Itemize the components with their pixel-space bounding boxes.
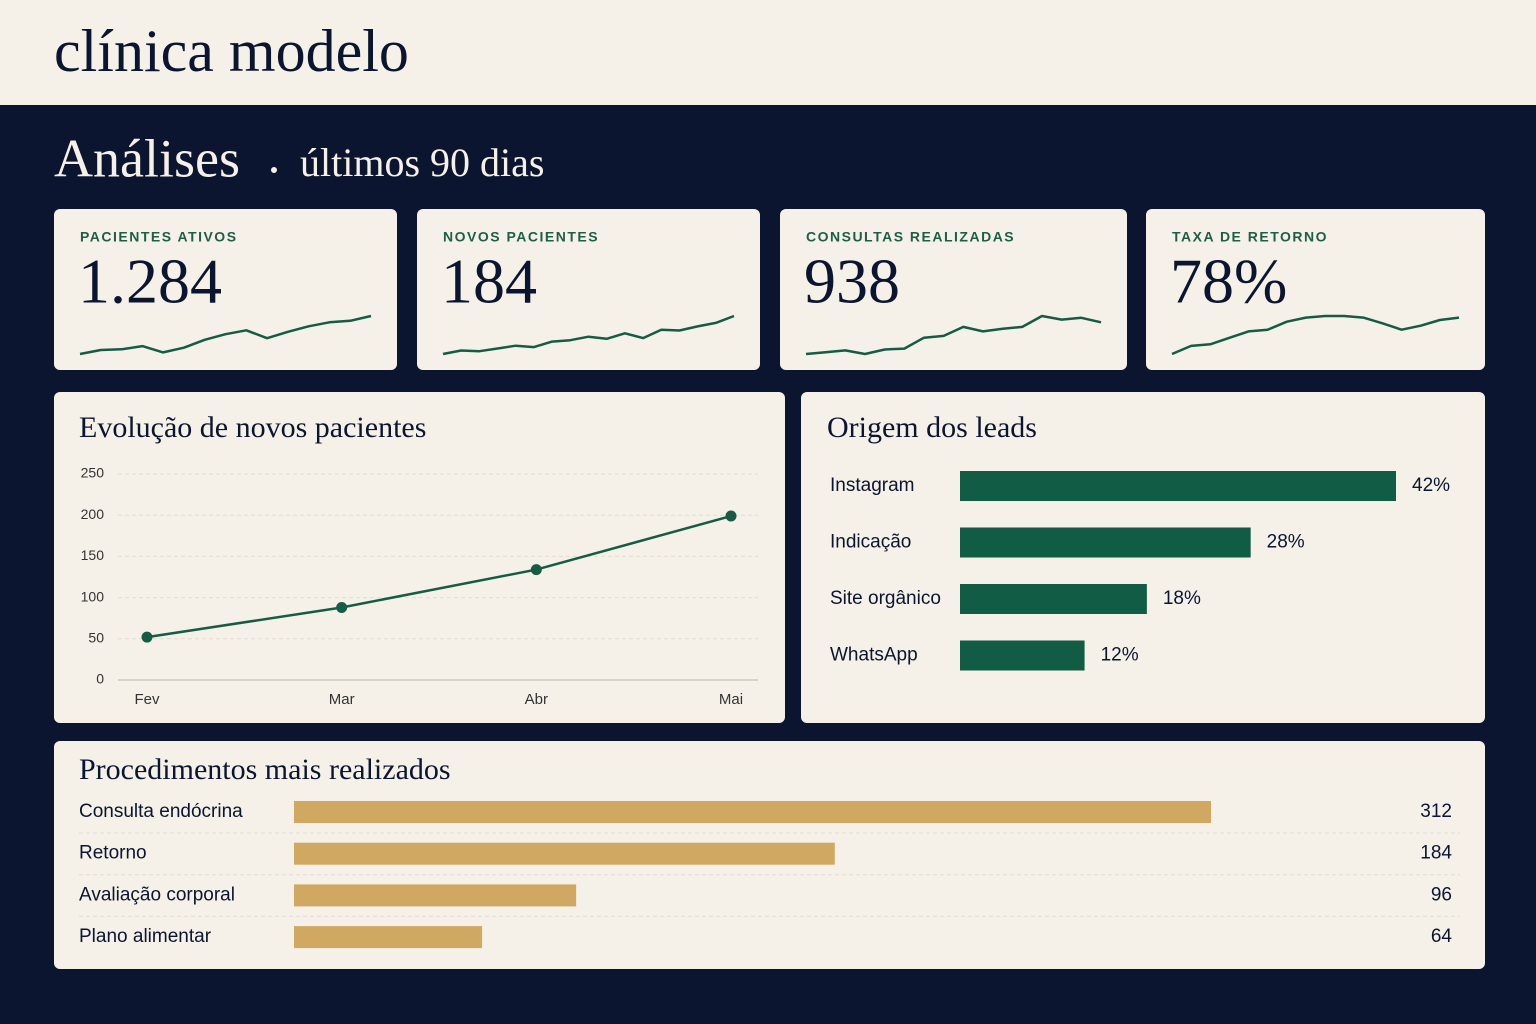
kpi-value: 184	[441, 246, 537, 317]
bar	[960, 471, 1396, 501]
bar-label: WhatsApp	[830, 645, 918, 666]
value-label: 12%	[1101, 645, 1139, 666]
bar-label: Indicação	[830, 532, 911, 553]
y-tick-label: 250	[81, 465, 105, 481]
sparkline	[1171, 314, 1460, 356]
bar	[294, 884, 577, 907]
x-tick-label: Mar	[329, 691, 355, 708]
bar-label: Instagram	[830, 475, 914, 496]
section-subtitle: últimos 90 dias	[300, 140, 544, 185]
value-label: 64	[1431, 926, 1453, 947]
bar-label: Plano alimentar	[79, 926, 212, 947]
value-label: 18%	[1163, 588, 1201, 609]
kpi-card	[54, 209, 397, 370]
bar	[960, 584, 1147, 614]
kpi-value: 78%	[1170, 246, 1287, 317]
x-tick-label: Abr	[525, 691, 548, 708]
kpi-value: 1.284	[78, 246, 222, 317]
line-card	[54, 392, 785, 723]
value-label: 312	[1420, 801, 1452, 822]
bar-label: Consulta endócrina	[79, 801, 243, 822]
bar	[294, 842, 835, 865]
section-title: Análises	[54, 128, 240, 188]
line-series	[146, 514, 732, 639]
value-label: 184	[1420, 843, 1452, 864]
kpi-label: PACIENTES ATIVOS	[80, 229, 238, 245]
kpi-card	[780, 209, 1127, 370]
x-tick-label: Mai	[719, 691, 743, 708]
separator-dot	[271, 167, 277, 173]
value-label: 42%	[1412, 475, 1450, 496]
sparkline	[79, 314, 372, 356]
bar	[960, 527, 1251, 558]
sparkline	[442, 314, 735, 356]
bar	[294, 801, 1211, 823]
y-tick-label: 0	[96, 671, 104, 687]
kpi-label: NOVOS PACIENTES	[443, 229, 599, 245]
card-title: Evolução de novos pacientes	[79, 411, 426, 444]
kpi-label: CONSULTAS REALIZADAS	[806, 229, 1015, 245]
bar-label: Site orgânico	[830, 588, 941, 609]
card-title: Procedimentos mais realizados	[79, 753, 451, 786]
header-title: clínica modelo	[54, 18, 409, 84]
y-tick-label: 150	[81, 547, 105, 563]
y-tick-label: 200	[81, 506, 105, 522]
value-label: 28%	[1267, 532, 1305, 553]
value-label: 96	[1431, 884, 1452, 905]
card-title: Origem dos leads	[827, 411, 1037, 444]
line-point	[336, 601, 348, 613]
bar-label: Retorno	[79, 843, 147, 864]
sparkline	[805, 314, 1102, 356]
bar	[960, 640, 1085, 671]
x-tick-label: Fev	[134, 691, 160, 708]
bar-label: Avaliação corporal	[79, 884, 235, 905]
header-bar	[0, 0, 1536, 105]
line-point	[725, 510, 737, 522]
line-point	[141, 631, 153, 643]
y-tick-label: 100	[81, 588, 105, 604]
kpi-value: 938	[804, 246, 900, 317]
y-tick-label: 50	[88, 630, 104, 646]
kpi-label: TAXA DE RETORNO	[1172, 229, 1328, 245]
line-point	[530, 564, 542, 576]
bar	[294, 926, 483, 949]
